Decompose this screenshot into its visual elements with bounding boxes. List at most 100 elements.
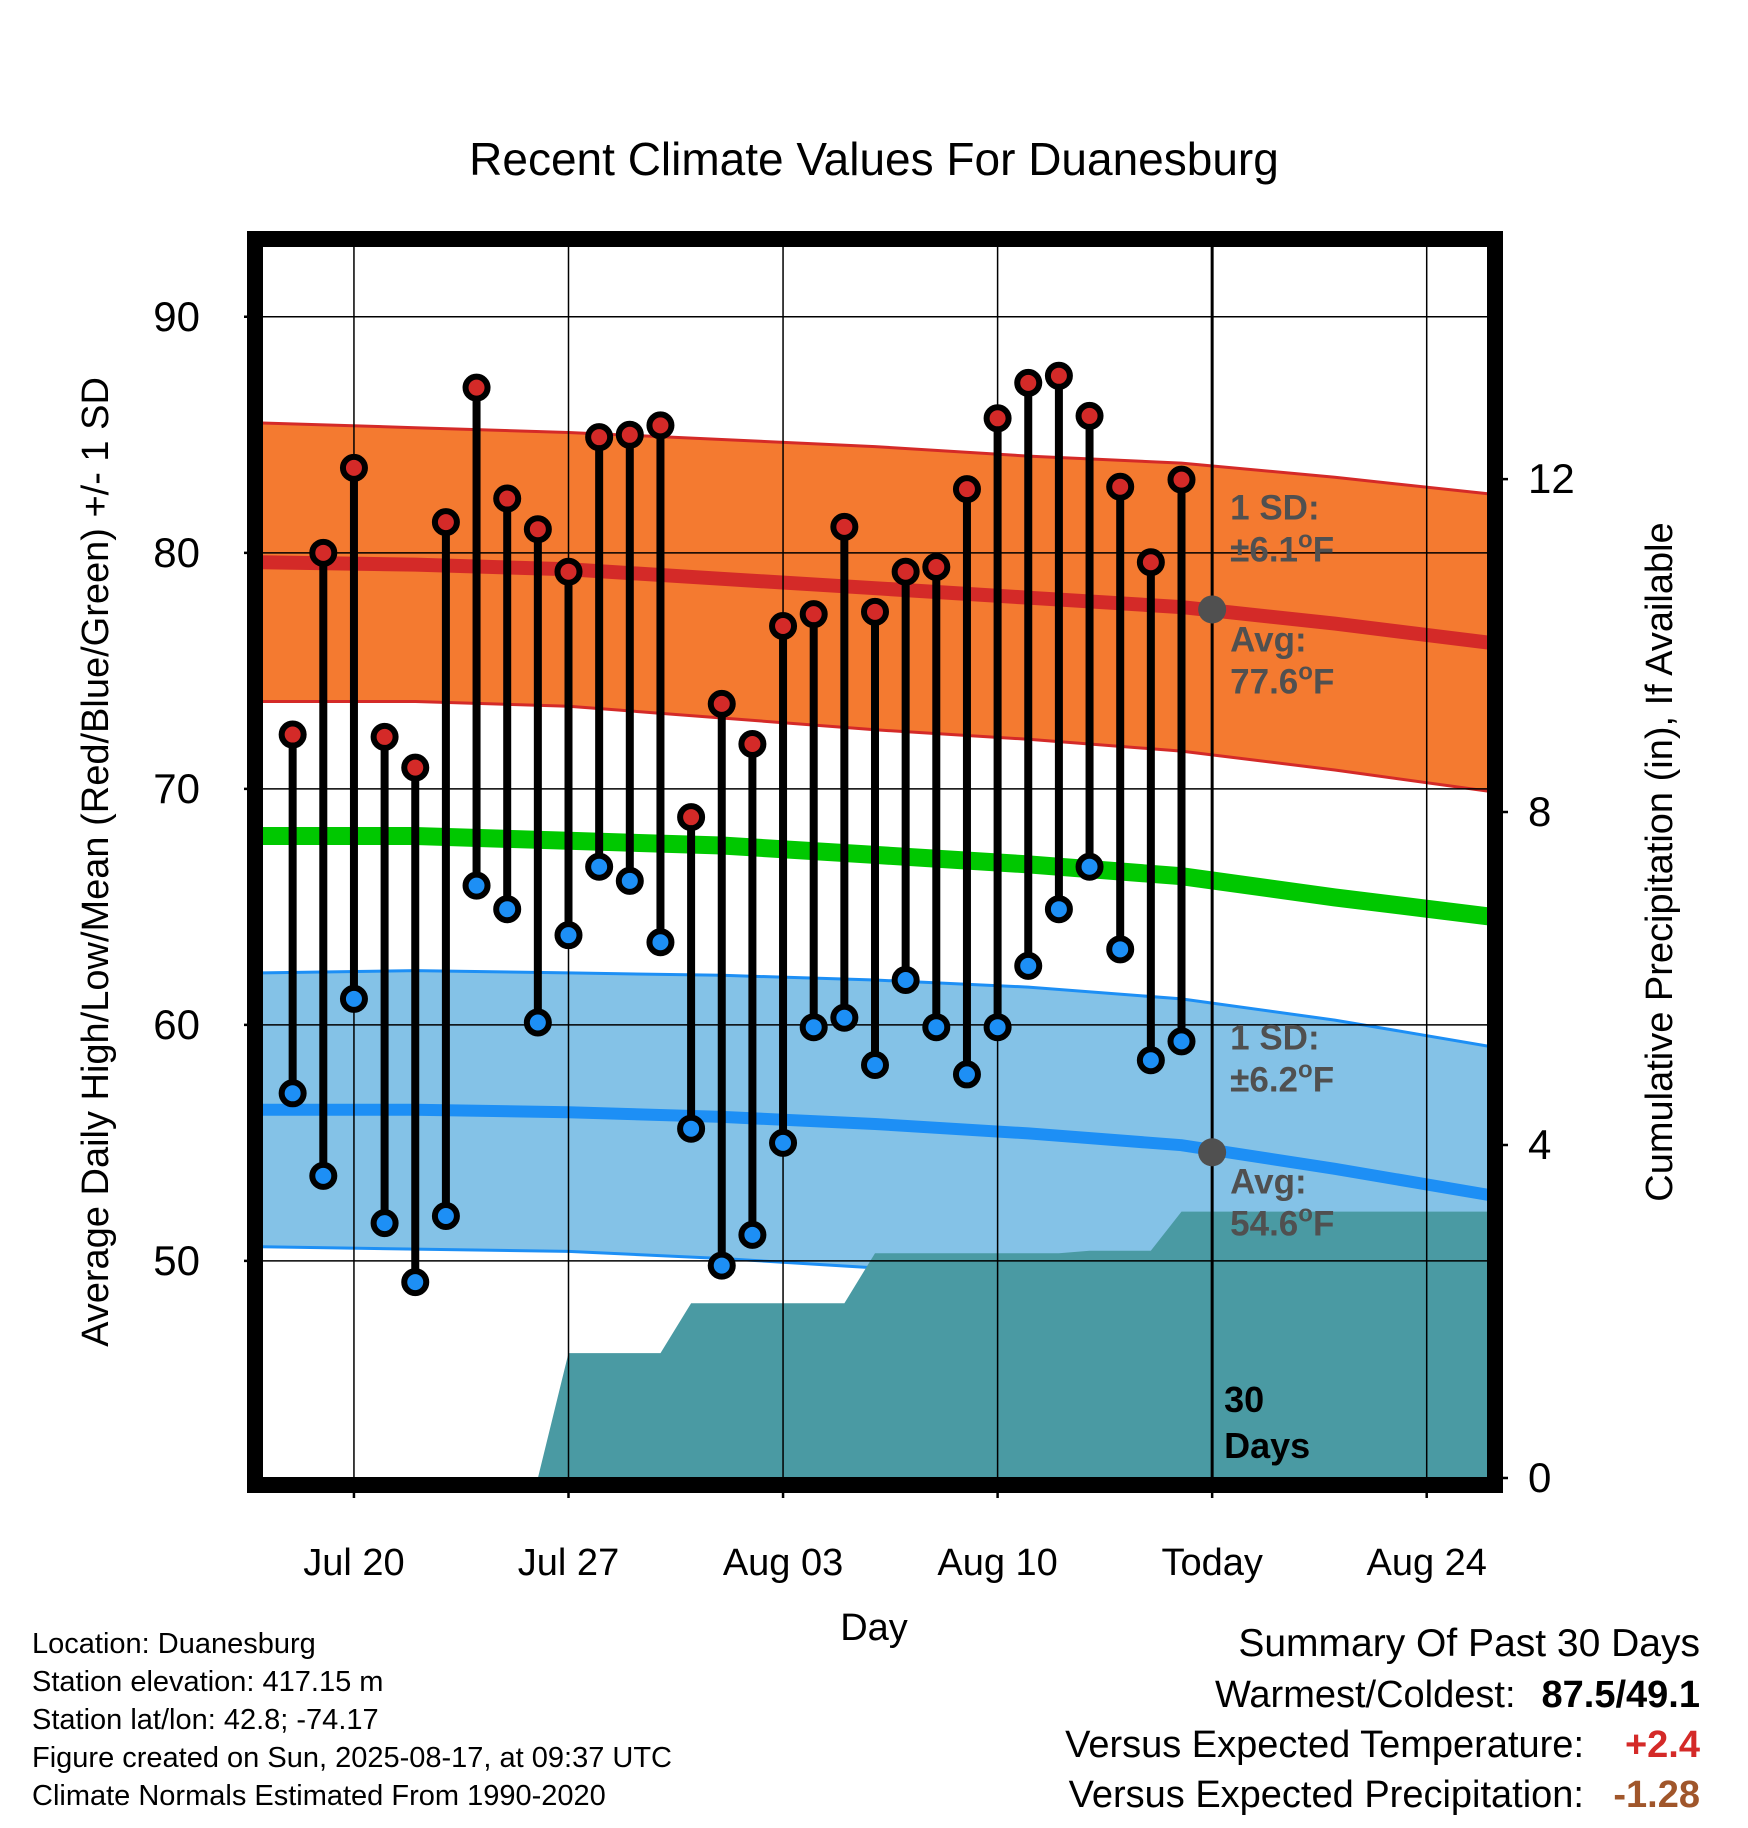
today-layer: 30 Days xyxy=(1210,246,1310,1478)
obs-high-point xyxy=(799,600,828,629)
low-avg-value: 54.6oF xyxy=(1230,1200,1334,1243)
obs-high-point xyxy=(769,611,798,640)
high-avg-value: 77.6oF xyxy=(1230,658,1334,701)
obs-high-point xyxy=(738,729,767,758)
observations-layer xyxy=(278,361,1196,1297)
obs-high-point xyxy=(677,803,706,832)
y-tick-label: 60 xyxy=(153,1001,200,1048)
obs-low-point xyxy=(1167,1027,1196,1056)
obs-low-point xyxy=(707,1251,736,1280)
y-tick-label: 50 xyxy=(153,1237,200,1284)
obs-high-point xyxy=(278,720,307,749)
obs-high-point xyxy=(707,689,736,718)
y-axis-label: Average Daily High/Low/Mean (Red/Blue/Gr… xyxy=(75,377,117,1347)
axes-layer: 50 60 70 80 90 0 4 8 12 Jul 20 Jul 27 Aug 03 Aug 10 T… xyxy=(153,293,1574,1584)
obs-high-point xyxy=(983,404,1012,433)
obs-low-point xyxy=(861,1050,889,1079)
plot-frame xyxy=(247,231,1503,1493)
y2-axis-label: Cumulative Precipitation (in), If Availa… xyxy=(1639,522,1681,1201)
summary-warm-cold-value: 87.5/49.1 xyxy=(1541,1674,1700,1716)
obs-high-point xyxy=(922,552,951,581)
obs-low-point xyxy=(493,895,522,924)
obs-high-point xyxy=(554,557,583,586)
obs-high-point xyxy=(339,453,368,482)
x-tick-label: Jul 27 xyxy=(518,1542,619,1584)
low-avg-line xyxy=(262,1103,1488,1201)
obs-high-point xyxy=(1075,401,1104,430)
high-avg-today-marker xyxy=(1198,595,1227,624)
summary-temp-value: +2.4 xyxy=(1624,1724,1700,1766)
x-tick-label: Jul 20 xyxy=(303,1542,404,1584)
summary-temp-row: Versus Expected Temperature: +2.4 xyxy=(1065,1724,1700,1767)
obs-high-point xyxy=(646,411,675,440)
obs-low-point xyxy=(952,1060,981,1089)
obs-low-point xyxy=(1136,1046,1165,1075)
info-elevation: Station elevation: 417.15 m xyxy=(32,1666,384,1698)
x-tick-label: Today xyxy=(1161,1542,1262,1584)
y2-tick-label: 8 xyxy=(1528,788,1551,835)
summary-precip-value: -1.28 xyxy=(1613,1774,1700,1816)
obs-low-point xyxy=(891,966,920,995)
obs-low-point xyxy=(1044,895,1073,924)
obs-high-point xyxy=(1136,548,1165,577)
low-sd-label: 1 SD: xyxy=(1230,1018,1319,1057)
obs-low-point xyxy=(830,1003,859,1032)
obs-high-point xyxy=(861,597,889,626)
x-tick-label: Aug 24 xyxy=(1366,1542,1486,1584)
obs-high-point xyxy=(523,515,552,544)
obs-low-point xyxy=(523,1008,552,1037)
low-avg-label: Avg: xyxy=(1230,1162,1306,1201)
obs-high-point xyxy=(462,373,491,402)
obs-high-point xyxy=(431,508,460,537)
summary-title: Summary Of Past 30 Days xyxy=(1238,1622,1700,1665)
obs-high-point xyxy=(1106,472,1135,501)
obs-low-point xyxy=(646,928,675,957)
obs-high-point xyxy=(370,722,399,751)
y2-tick-label: 12 xyxy=(1528,455,1575,502)
chart-title: Recent Climate Values For Duanesburg xyxy=(469,133,1279,185)
high-sd-label: 1 SD: xyxy=(1230,488,1319,527)
obs-low-point xyxy=(278,1079,307,1108)
high-sd-value: ±6.1oF xyxy=(1230,526,1334,569)
summary-warm-cold-label: Warmest/Coldest: xyxy=(1214,1674,1516,1716)
y2-tick-label: 4 xyxy=(1528,1121,1551,1168)
info-created: Figure created on Sun, 2025-08-17, at 09… xyxy=(32,1742,672,1774)
info-latlon: Station lat/lon: 42.8; -74.17 xyxy=(32,1704,379,1736)
obs-low-point xyxy=(983,1013,1012,1042)
high-avg-line xyxy=(262,555,1488,650)
obs-high-point xyxy=(1014,368,1043,397)
x-axis-label: Day xyxy=(840,1607,908,1649)
low-avg-today-marker xyxy=(1198,1138,1227,1167)
obs-high-point xyxy=(493,484,522,513)
obs-low-point xyxy=(309,1161,338,1190)
obs-low-point xyxy=(615,866,644,895)
obs-low-point xyxy=(339,984,368,1013)
obs-low-point xyxy=(1106,935,1135,964)
info-location: Location: Duanesburg xyxy=(32,1628,316,1660)
summary-precip-row: Versus Expected Precipitation: -1.28 xyxy=(1069,1774,1700,1817)
obs-high-point xyxy=(615,420,644,449)
obs-low-point xyxy=(769,1128,798,1157)
obs-low-point xyxy=(585,852,614,881)
summary-temp-label: Versus Expected Temperature: xyxy=(1065,1724,1584,1766)
high-sd-upper-edge xyxy=(262,421,1488,496)
y-tick-label: 70 xyxy=(153,765,200,812)
obs-low-point xyxy=(1014,951,1043,980)
obs-high-point xyxy=(830,512,859,541)
obs-high-point xyxy=(952,475,981,504)
x-tick-label: Aug 10 xyxy=(937,1542,1057,1584)
obs-low-point xyxy=(431,1202,460,1231)
obs-high-point xyxy=(401,753,430,782)
high-avg-label: Avg: xyxy=(1230,620,1306,659)
info-normals: Climate Normals Estimated From 1990-2020 xyxy=(32,1780,606,1812)
obs-high-point xyxy=(1167,465,1196,494)
obs-high-point xyxy=(891,557,920,586)
low-sd-value: ±6.2oF xyxy=(1230,1056,1334,1099)
summary-warm-cold-row: Warmest/Coldest: 87.5/49.1 xyxy=(1215,1674,1700,1717)
obs-low-point xyxy=(1075,852,1104,881)
y-tick-label: 80 xyxy=(153,529,200,576)
y-tick-label: 90 xyxy=(153,293,200,340)
obs-low-point xyxy=(401,1268,430,1297)
obs-low-point xyxy=(462,871,491,900)
